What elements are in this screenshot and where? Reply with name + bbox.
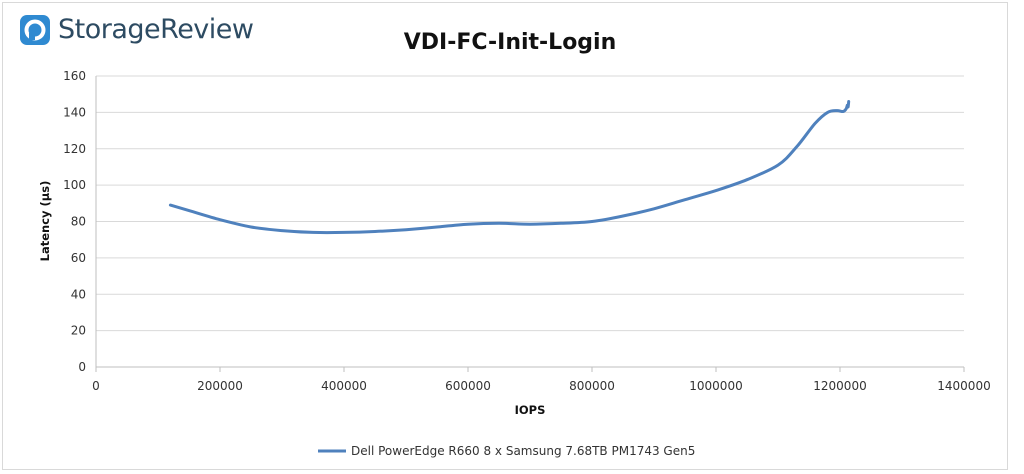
chart-title: VDI-FC-Init-Login [404, 30, 617, 55]
y-tick-label: 120 [63, 142, 86, 156]
series-line [168, 100, 851, 235]
y-tick-label: 100 [63, 178, 86, 192]
y-tick-label: 20 [71, 324, 86, 338]
brand-logo[interactable]: StorageReview [20, 14, 254, 45]
x-axis-label: IOPS [515, 403, 546, 417]
y-tick-labels: 0 20 40 60 80 100 120 140 160 [63, 69, 86, 374]
series-lines [168, 100, 851, 235]
legend[interactable]: Dell PowerEdge R660 8 x Samsung 7.68TB P… [318, 444, 695, 458]
y-tick-label: 40 [71, 287, 86, 301]
x-tick-label: 1400000 [937, 379, 990, 393]
y-tick-label: 140 [63, 105, 86, 119]
y-tick-label: 80 [71, 215, 86, 229]
storagereview-logo-icon [20, 14, 50, 45]
x-tick-label: 800000 [569, 379, 615, 393]
chart-frame [2, 2, 1008, 470]
y-tick-label: 160 [63, 69, 86, 83]
y-tick-label: 0 [78, 360, 86, 374]
y-axis-label: Latency (µs) [38, 181, 52, 262]
x-tick-label: 400000 [321, 379, 367, 393]
brand-name: StorageReview [58, 14, 254, 45]
x-tick-label: 600000 [445, 379, 491, 393]
legend-label: Dell PowerEdge R660 8 x Samsung 7.68TB P… [351, 444, 695, 458]
x-tick-label: 200000 [197, 379, 243, 393]
x-tick-label: 1000000 [689, 379, 742, 393]
y-tick-label: 60 [71, 251, 86, 265]
gridlines [95, 75, 965, 372]
x-tick-label: 0 [92, 379, 100, 393]
x-tick-labels: 0 200000 400000 600000 800000 1000000 1200000 1… [92, 379, 991, 393]
x-tick-label: 1200000 [813, 379, 866, 393]
